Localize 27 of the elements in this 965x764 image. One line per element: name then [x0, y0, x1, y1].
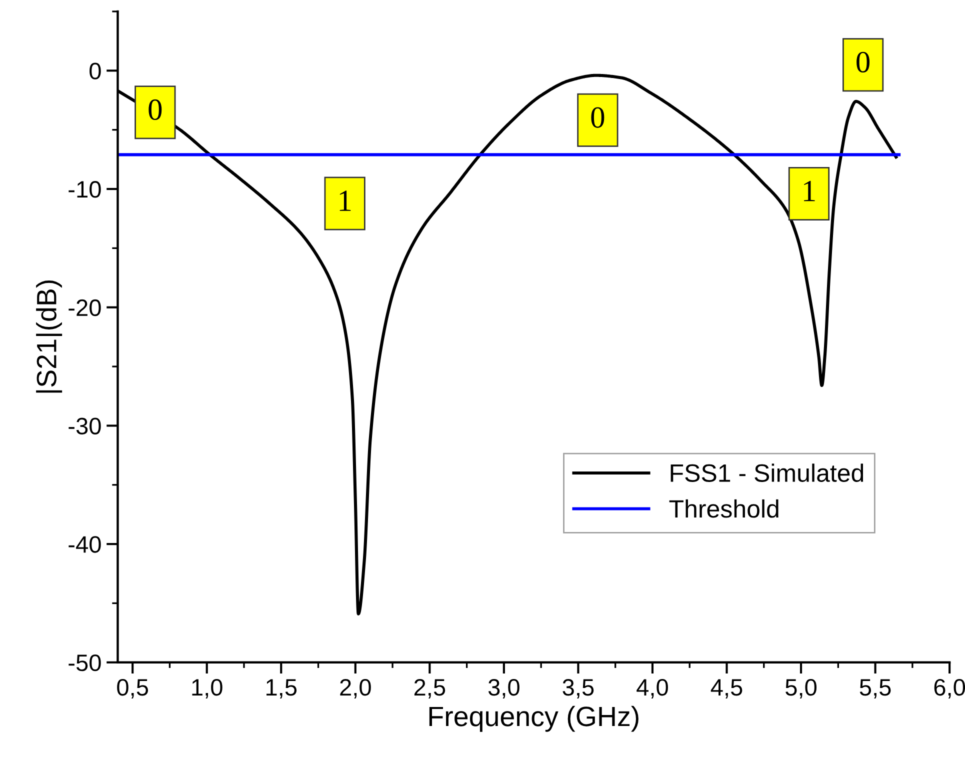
annotation: 0 — [591, 107, 604, 128]
annotation: 0 — [856, 52, 870, 72]
y-tick-label: -40 — [68, 536, 101, 553]
y-tick-label: -20 — [68, 299, 101, 316]
annotation: 0 — [148, 99, 162, 120]
x-axis-title: Frequency (GHz) — [429, 706, 638, 732]
y-axis-title: |S21|(dB) — [36, 280, 62, 393]
x-tick-label: 1,0 — [192, 678, 222, 698]
x-tick-label: 2,5 — [414, 678, 446, 698]
x-tick-label: 3,5 — [562, 678, 594, 698]
y-tick-label: -30 — [68, 418, 101, 434]
y-tick-label: 0 — [90, 62, 101, 80]
x-tick-label: 1,5 — [266, 679, 297, 698]
legend-label: Threshold — [669, 499, 778, 518]
x-tick-label: 0,5 — [117, 678, 148, 698]
annotation: 1 — [804, 180, 815, 202]
x-tick-label: 5,5 — [860, 679, 891, 698]
x-tick-label: 5,0 — [786, 678, 817, 698]
y-tick-label: -10 — [68, 181, 101, 198]
annotation: 1 — [340, 190, 351, 211]
x-tick-label: 4,5 — [710, 679, 742, 698]
x-tick-label: 3,0 — [488, 678, 520, 698]
x-tick-label: 2,0 — [340, 678, 371, 698]
legend-label: FSS1 - Simulated — [670, 464, 864, 482]
x-tick-label: 4,0 — [636, 678, 668, 698]
x-tick-label: 6,0 — [934, 678, 965, 698]
y-tick-label: -50 — [68, 654, 101, 672]
